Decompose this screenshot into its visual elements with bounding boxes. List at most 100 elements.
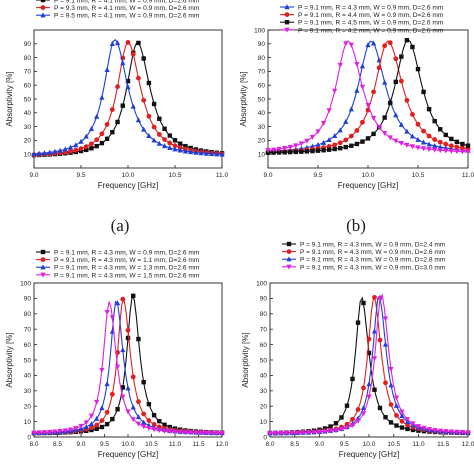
data-point [36, 430, 42, 436]
data-point [94, 422, 100, 428]
chart-panel-c: 8.0 8.5 9.0 9.5 10.0 10.5 11.0 11.5 12.0 0 10 20 30 4… [5, 250, 229, 460]
data-point [343, 41, 349, 47]
x-tick-label: 10.0 [122, 441, 135, 448]
legend-marker [286, 241, 292, 247]
data-point [393, 79, 398, 85]
data-point [177, 147, 183, 153]
data-point [316, 429, 323, 435]
data-point [338, 145, 343, 151]
data-point [182, 148, 189, 154]
data-point [141, 126, 147, 132]
data-point [125, 409, 131, 415]
legend-entry: P = 9.1 mm, R = 4.4 mm, W = 0.9 mm, D=2.… [298, 12, 444, 19]
data-point [404, 97, 410, 103]
data-point [410, 421, 416, 427]
data-point [188, 430, 194, 436]
data-point [459, 430, 466, 436]
x-tick-label: 8.5 [290, 441, 299, 448]
data-point [136, 75, 141, 81]
data-point [31, 151, 37, 157]
data-point [365, 42, 371, 48]
x-tick-label: 9.0 [263, 172, 272, 179]
data-point [338, 427, 345, 433]
data-point [214, 151, 220, 157]
data-point [157, 116, 162, 121]
data-point [360, 411, 367, 417]
data-point [162, 126, 167, 131]
y-tick-label: 50 [258, 96, 266, 103]
data-point [157, 419, 162, 424]
x-tick-label: 11.5 [437, 441, 450, 448]
data-point [327, 428, 334, 434]
data-point [371, 328, 378, 334]
data-point [130, 103, 136, 109]
data-point [162, 422, 167, 427]
legend-marker [40, 0, 46, 3]
data-point [315, 129, 321, 135]
x-tick-label: 12.0 [216, 441, 229, 448]
x-tick-label: 10.0 [362, 172, 375, 179]
data-point [326, 147, 332, 152]
data-point [182, 430, 189, 436]
data-point [172, 146, 178, 152]
x-tick-label: 11.5 [192, 441, 205, 448]
legend-marker [40, 249, 46, 255]
data-point [371, 131, 376, 137]
data-point [272, 431, 279, 437]
data-point [449, 136, 454, 142]
data-point [399, 54, 404, 59]
data-point [104, 66, 110, 72]
data-point [99, 131, 105, 137]
data-point [337, 140, 343, 146]
data-point [120, 385, 125, 390]
legend-entry: P = 9.1 mm, R = 4.5 mm, W = 0.9 mm, D=2.… [298, 20, 444, 27]
data-point [315, 141, 321, 147]
data-point [178, 141, 183, 146]
data-point [421, 89, 426, 95]
data-point [172, 138, 178, 143]
data-point [293, 149, 298, 155]
data-point [437, 148, 443, 154]
y-tick-label: 60 [258, 83, 266, 90]
data-point [343, 144, 348, 150]
data-point [454, 144, 460, 150]
data-point [114, 40, 121, 46]
data-point [36, 150, 42, 156]
legend-entry: P = 9.1 mm, R = 4.3 mm, W = 1.5 mm, D=2.… [54, 272, 200, 279]
data-point [214, 430, 220, 436]
series-line [270, 296, 469, 434]
y-tick-label: 40 [258, 110, 266, 117]
data-point [67, 144, 74, 150]
data-point [355, 418, 361, 424]
data-point [198, 430, 204, 436]
data-point [421, 425, 427, 431]
data-point [156, 140, 162, 146]
data-point [294, 430, 301, 436]
data-point [432, 427, 438, 433]
data-point [415, 145, 421, 151]
data-point [62, 428, 68, 434]
x-tick-label: 11.0 [412, 441, 425, 448]
series-line [270, 295, 469, 434]
legend-entry: P = 9.3 mm, R = 4.1 mm, W = 0.9 mm, D=2.… [54, 5, 200, 12]
data-point [333, 428, 339, 434]
data-point [443, 148, 449, 154]
data-point [282, 150, 287, 155]
data-point [354, 128, 360, 133]
data-point [109, 315, 115, 321]
x-tick-label: 9.0 [29, 172, 38, 179]
caption-b: (b) [346, 216, 366, 235]
data-point [265, 148, 271, 154]
data-point [89, 146, 94, 151]
data-point [151, 413, 157, 418]
data-point [409, 133, 416, 139]
data-point [371, 89, 376, 95]
data-point [465, 143, 471, 148]
data-point [359, 63, 366, 69]
series-line [267, 40, 469, 153]
legend-entry: P = 9.1 mm, R = 4.3 mm, W = 0.9 mm, D=3.… [300, 264, 446, 271]
x-tick-label: 9.5 [340, 441, 349, 448]
data-point [360, 404, 367, 410]
x-tick-label: 8.0 [265, 441, 274, 448]
data-point [394, 413, 399, 418]
